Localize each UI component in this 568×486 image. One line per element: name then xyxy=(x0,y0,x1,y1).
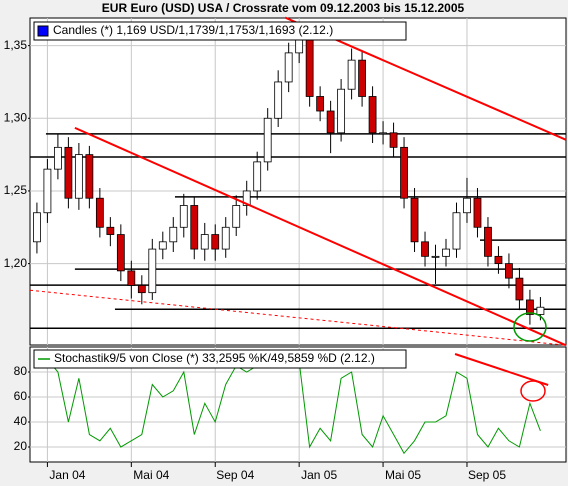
highlight-circle xyxy=(520,380,546,402)
candle-body xyxy=(389,132,398,148)
candle-body xyxy=(242,190,251,206)
candle-body xyxy=(358,59,366,97)
y-tick-label: 1,35 xyxy=(4,38,28,52)
candle-body xyxy=(452,212,461,250)
candle-body xyxy=(536,306,545,315)
y-tick-label: 1,20 xyxy=(4,256,28,270)
candle-body xyxy=(284,52,293,83)
y-tick-label: 20 xyxy=(14,439,28,453)
candle-body xyxy=(33,212,41,243)
x-tick-label: Sep 04 xyxy=(216,468,254,482)
legend xyxy=(33,349,407,369)
candle-body xyxy=(494,255,503,265)
y-tick-label: 1,30 xyxy=(4,110,28,124)
candle-body xyxy=(400,146,408,199)
candle-body xyxy=(326,110,335,134)
legend xyxy=(33,21,407,41)
candle-body xyxy=(410,197,419,243)
candle-body xyxy=(347,59,356,90)
legend-label: Stochastik9/5 von Close (*) 33,2595 %K/4… xyxy=(54,351,375,365)
marks-layer xyxy=(29,16,567,455)
candle-body xyxy=(95,197,104,228)
candle-body xyxy=(421,241,429,257)
candle-body xyxy=(253,161,262,192)
candle-body xyxy=(316,96,325,112)
x-tick-label: Mai 04 xyxy=(133,468,169,482)
candle-body xyxy=(64,146,73,199)
candle-body xyxy=(274,81,283,119)
y-tick-label: 1,25 xyxy=(4,183,28,197)
candle-body xyxy=(43,168,52,214)
candle-body xyxy=(169,226,178,243)
x-tick-label: Sep 05 xyxy=(468,468,506,482)
candle-body xyxy=(127,270,136,286)
chart-title: EUR Euro (USD) USA / Crossrate vom 09.12… xyxy=(102,1,465,15)
y-tick-label: 80 xyxy=(14,364,28,378)
candle-body xyxy=(221,226,230,250)
candle-body xyxy=(137,285,146,294)
candle-body xyxy=(305,37,314,97)
highlight-circle xyxy=(513,312,547,342)
candle-body xyxy=(368,96,377,134)
candle-body xyxy=(232,205,241,228)
candle-body xyxy=(473,197,482,228)
candle-body xyxy=(74,154,83,199)
candle-body xyxy=(211,234,220,250)
price-panel xyxy=(29,17,567,346)
legend-swatch xyxy=(37,25,49,37)
candle-body xyxy=(379,132,387,135)
candle-body xyxy=(463,197,471,214)
y-tick-label: 40 xyxy=(14,414,28,428)
candle-body xyxy=(526,299,534,315)
trendline xyxy=(454,353,549,386)
candle-body xyxy=(515,277,524,301)
trendline xyxy=(74,126,567,347)
legend-label: Candles (*) 1,169 USD/1,1739/1,1753/1,16… xyxy=(53,23,333,37)
candle-body xyxy=(505,263,513,279)
x-tick-label: Jan 05 xyxy=(301,468,337,482)
candle-body xyxy=(295,37,304,54)
x-tick-label: Mai 05 xyxy=(385,468,421,482)
candle-body xyxy=(484,226,492,257)
candle-body xyxy=(337,88,346,134)
candle-body xyxy=(158,241,167,250)
x-tick-label: Jan 04 xyxy=(49,468,85,482)
candle-body xyxy=(54,146,62,170)
candle-body xyxy=(442,248,450,257)
candle-body xyxy=(116,234,125,272)
y-tick-label: 60 xyxy=(14,389,28,403)
candle-body xyxy=(106,226,115,235)
candle-body xyxy=(200,234,209,250)
candle-body xyxy=(431,255,440,258)
candle-body xyxy=(190,205,199,250)
candle-body xyxy=(148,248,157,294)
candle-body xyxy=(85,154,94,199)
candle-body xyxy=(263,117,272,163)
candle-body xyxy=(179,205,188,228)
